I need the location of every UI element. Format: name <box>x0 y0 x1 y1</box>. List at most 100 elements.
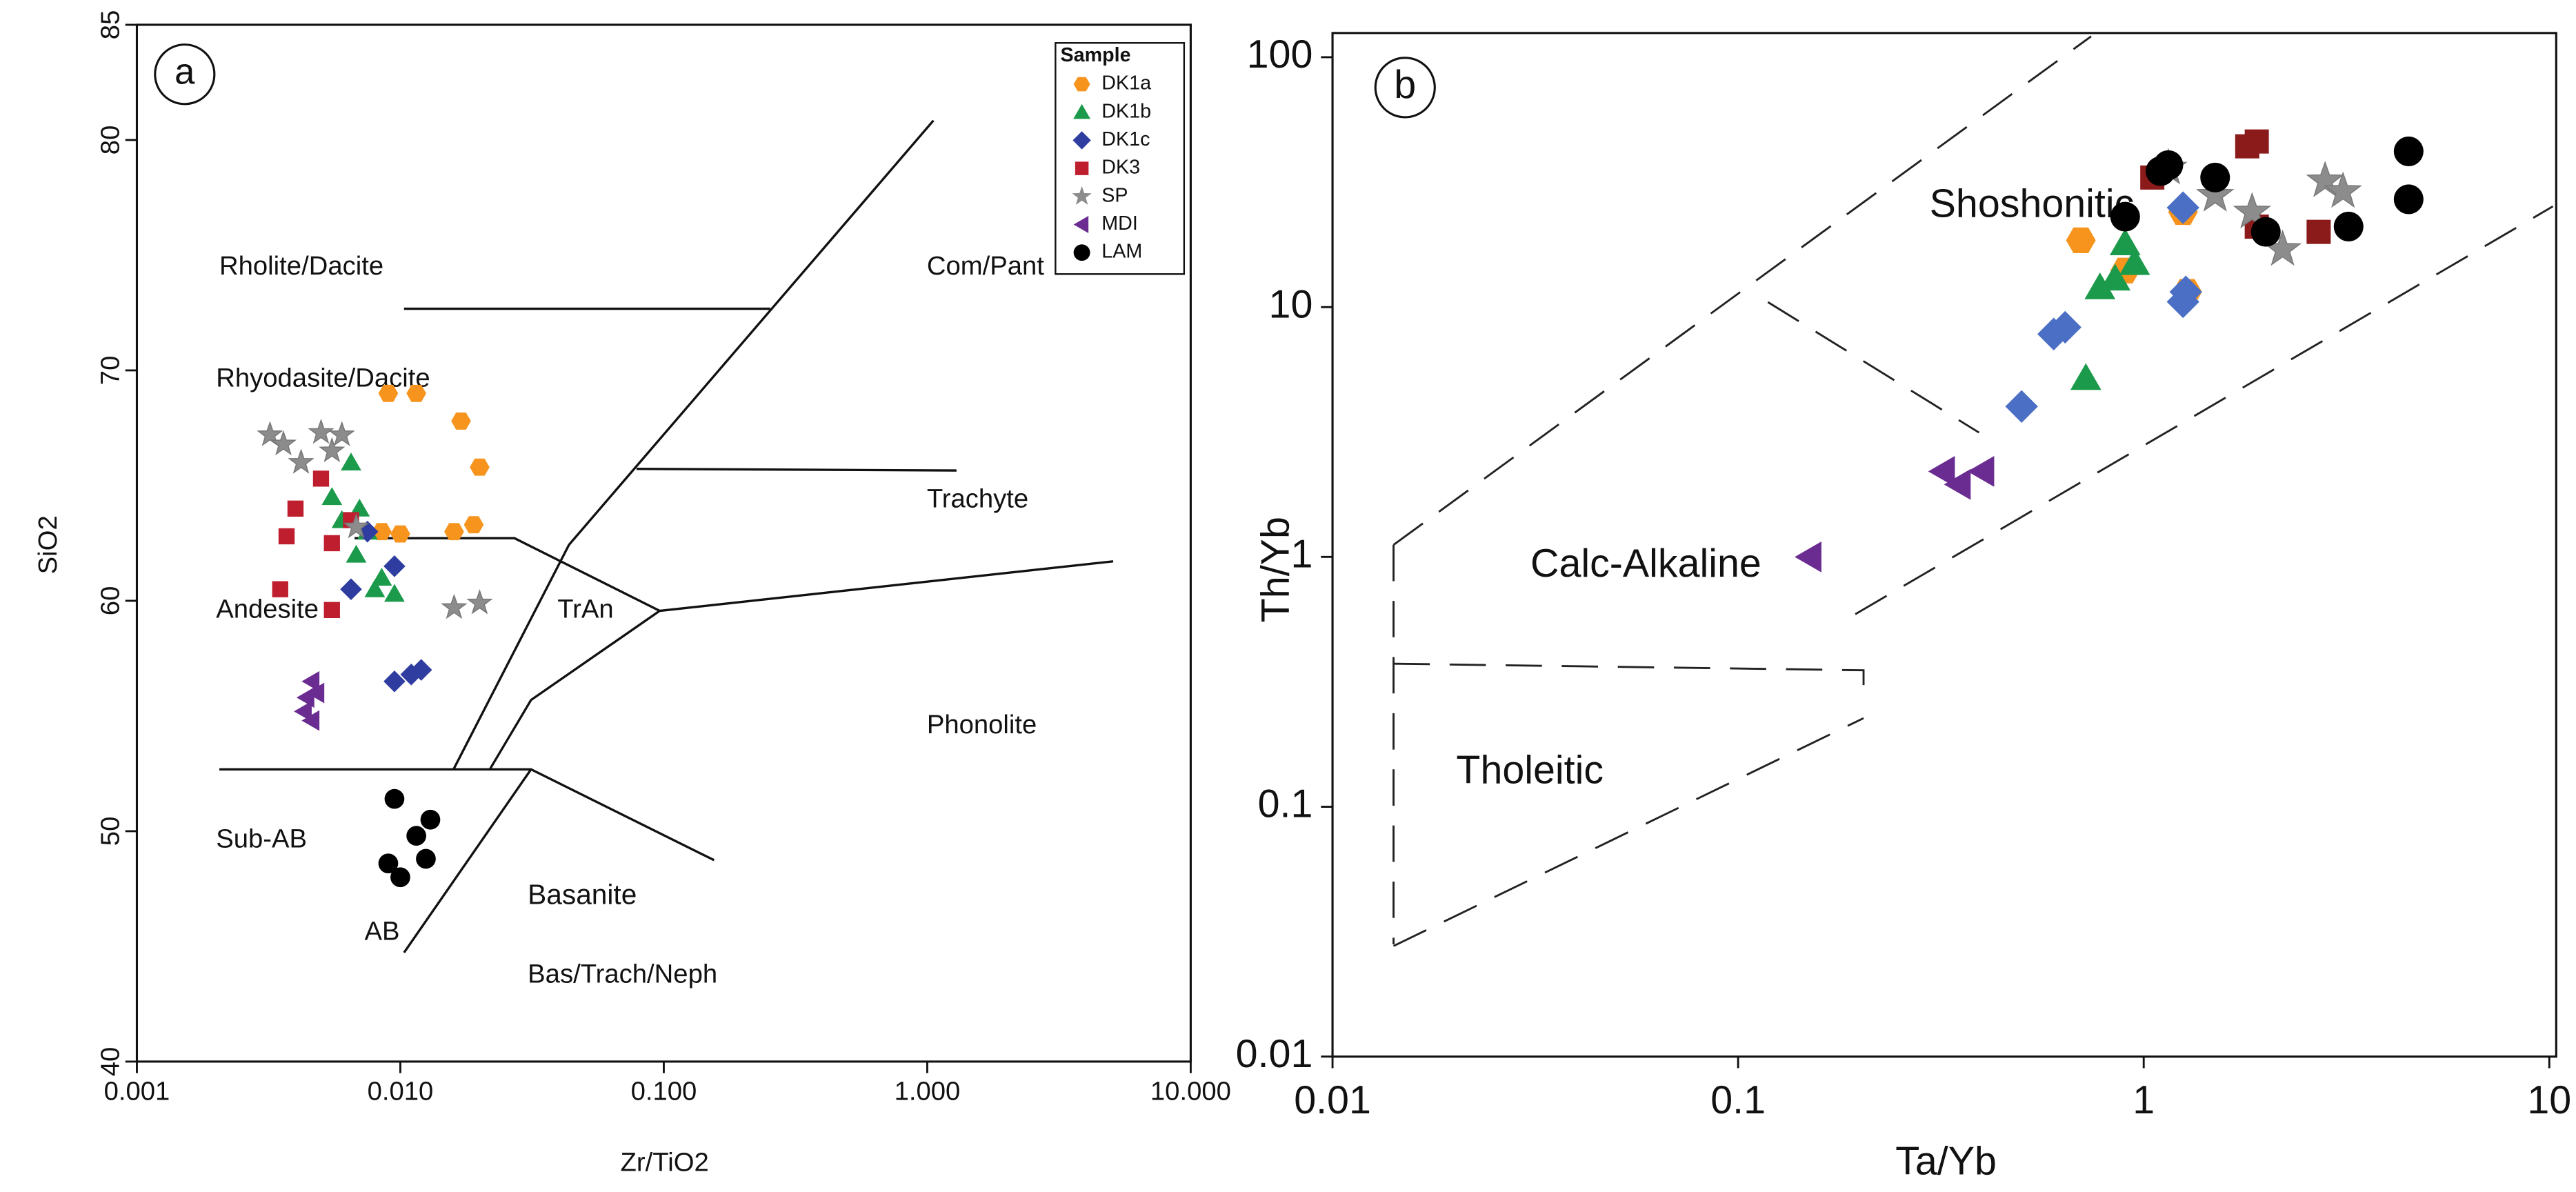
marker <box>312 470 330 487</box>
panel-circle <box>154 43 216 106</box>
panel-circle <box>1374 57 1436 119</box>
marker <box>294 701 312 722</box>
marker <box>463 516 484 534</box>
field-label: Com/Pant <box>927 251 1044 281</box>
field-label: Rhyodasite/Dacite <box>216 364 430 393</box>
marker <box>466 589 493 615</box>
y-tick-label: 50 <box>96 817 126 846</box>
series-lam <box>378 788 441 888</box>
marker <box>2005 390 2038 423</box>
marker <box>343 513 370 539</box>
field-line <box>452 119 935 771</box>
legend-marker <box>1072 186 1092 205</box>
legend-title: Sample <box>1061 44 1131 66</box>
x-tick-label: 1 <box>2133 1078 2155 1122</box>
marker <box>2244 129 2269 154</box>
marker <box>2119 248 2150 275</box>
marker <box>2196 175 2235 212</box>
legend-marker <box>1073 103 1091 119</box>
marker <box>278 528 295 545</box>
marker <box>306 682 325 704</box>
legend-label: SP <box>1101 184 1128 206</box>
y-axis-label: SiO2 <box>33 515 63 574</box>
marker <box>2099 264 2131 291</box>
marker <box>390 525 410 543</box>
field-line <box>1392 717 1864 947</box>
marker <box>301 670 320 692</box>
legend-label: DK1b <box>1101 100 1151 122</box>
field-label: Andesite <box>216 595 319 624</box>
y-tick-label: 70 <box>96 356 126 386</box>
field-label: Bas/Trach/Neph <box>528 960 717 989</box>
y-tick-label: 0.01 <box>1236 1032 1313 1076</box>
marker <box>371 568 392 586</box>
marker <box>2166 191 2199 224</box>
panel-a-fields <box>154 42 1186 953</box>
marker <box>2070 363 2101 390</box>
legend-label: DK3 <box>1101 157 1140 179</box>
marker <box>272 581 288 597</box>
field-label: b <box>1394 63 1416 107</box>
x-tick-label: 10.000 <box>1150 1076 1231 1106</box>
y-tick-label: 85 <box>96 10 126 40</box>
marker <box>441 593 468 619</box>
marker <box>372 523 392 541</box>
marker <box>270 430 297 456</box>
series-dk1c <box>340 520 432 693</box>
series-lam <box>2110 136 2424 247</box>
x-tick-label: 1.000 <box>895 1076 961 1106</box>
field-label: Trachyte <box>927 484 1028 513</box>
field-line <box>1855 205 2554 615</box>
x-tick-label: 10 <box>2527 1078 2571 1122</box>
marker <box>257 421 283 446</box>
series-dk3 <box>2140 129 2331 244</box>
marker <box>406 826 426 846</box>
series-mdi <box>1795 455 1995 573</box>
marker <box>2393 184 2424 215</box>
marker <box>356 520 379 543</box>
marker <box>384 584 405 602</box>
marker <box>346 544 367 563</box>
marker <box>323 602 340 618</box>
plot-frame <box>1331 32 2557 1058</box>
marker <box>2393 136 2424 166</box>
marker <box>383 555 406 577</box>
x-axis-label: Zr/TiO2 <box>621 1147 709 1177</box>
marker <box>444 523 464 541</box>
field-label: Rholite/Dacite <box>219 251 383 281</box>
y-tick-label: 80 <box>96 126 126 155</box>
x-tick-label: 0.100 <box>631 1076 697 1106</box>
y-tick-label: 60 <box>96 586 126 616</box>
marker <box>2037 317 2070 350</box>
field-label: Phonolite <box>927 710 1037 739</box>
field-label: Shoshonitic <box>1930 181 2135 226</box>
legend-label: DK1c <box>1101 128 1150 150</box>
x-tick-label: 0.010 <box>368 1076 434 1106</box>
field-label: Tholeitic <box>1456 748 1604 792</box>
marker <box>341 453 361 471</box>
x-axis-label: Ta/Yb <box>1895 1139 1997 1183</box>
marker <box>1928 455 1955 487</box>
marker <box>2200 162 2230 192</box>
series-mdi <box>294 670 325 731</box>
marker <box>323 535 340 552</box>
marker <box>2066 227 2096 254</box>
marker <box>384 788 405 809</box>
marker <box>2153 150 2184 180</box>
marker <box>2110 201 2140 232</box>
marker <box>1967 455 1995 487</box>
field-line <box>355 537 661 613</box>
marker <box>2306 219 2331 244</box>
y-tick-label: 100 <box>1247 32 1313 77</box>
x-tick-label: 0.001 <box>104 1076 170 1106</box>
legend-marker <box>1073 216 1089 233</box>
legend-marker <box>1073 244 1090 261</box>
plot-frame <box>135 23 1192 1063</box>
legend-marker <box>1073 77 1090 92</box>
marker <box>416 848 436 869</box>
marker <box>470 458 490 476</box>
marker <box>2109 228 2141 255</box>
panel-b-fields <box>1374 35 2554 947</box>
series-sp <box>257 418 493 619</box>
marker <box>364 579 386 597</box>
